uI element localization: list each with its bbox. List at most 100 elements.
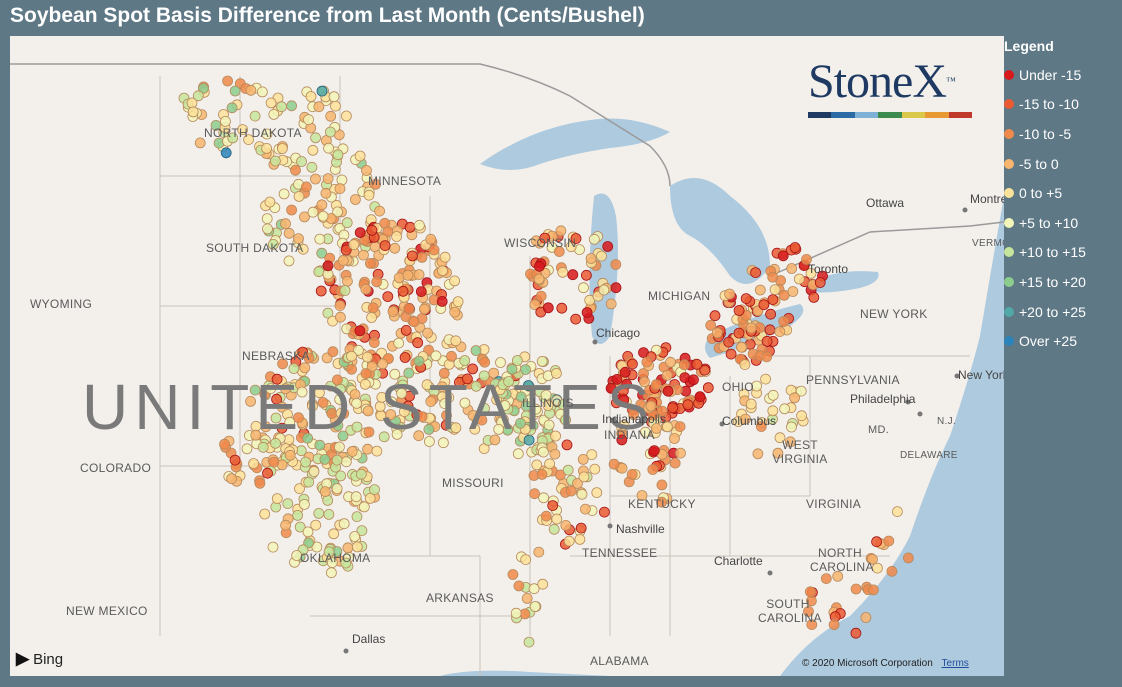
elevator-point[interactable] — [396, 387, 408, 399]
elevator-point[interactable] — [364, 492, 376, 504]
elevator-point[interactable] — [478, 370, 490, 382]
elevator-point[interactable] — [868, 584, 879, 596]
elevator-point[interactable] — [656, 496, 667, 508]
elevator-point[interactable] — [327, 346, 339, 358]
elevator-point[interactable] — [293, 190, 305, 202]
elevator-point[interactable] — [291, 550, 303, 561]
elevator-point[interactable] — [521, 593, 533, 604]
elevator-point[interactable] — [669, 457, 681, 469]
elevator-point[interactable] — [402, 269, 414, 281]
elevator-point[interactable] — [241, 443, 253, 455]
elevator-point[interactable] — [425, 396, 437, 407]
elevator-point[interactable] — [332, 149, 344, 161]
elevator-point[interactable] — [574, 533, 586, 545]
elevator-point[interactable] — [669, 433, 680, 444]
elevator-point[interactable] — [356, 525, 368, 537]
elevator-point[interactable] — [261, 213, 273, 225]
elevator-point[interactable] — [290, 164, 301, 176]
elevator-point[interactable] — [340, 110, 352, 122]
elevator-point[interactable] — [408, 316, 420, 328]
elevator-point[interactable] — [560, 519, 572, 531]
elevator-point[interactable] — [322, 260, 334, 272]
elevator-point[interactable] — [553, 246, 565, 258]
elevator-point[interactable] — [641, 356, 653, 368]
elevator-point[interactable] — [316, 199, 328, 211]
elevator-point[interactable] — [325, 380, 337, 392]
elevator-point[interactable] — [360, 283, 372, 295]
elevator-point[interactable] — [352, 344, 364, 356]
elevator-point[interactable] — [551, 513, 563, 525]
elevator-point[interactable] — [533, 546, 545, 558]
elevator-point[interactable] — [335, 470, 347, 482]
elevator-point[interactable] — [530, 403, 542, 415]
elevator-point[interactable] — [308, 466, 320, 477]
elevator-point[interactable] — [656, 479, 668, 491]
elevator-point[interactable] — [276, 422, 288, 434]
elevator-point[interactable] — [591, 487, 603, 499]
elevator-point[interactable] — [548, 523, 560, 535]
elevator-point[interactable] — [528, 583, 540, 595]
elevator-point[interactable] — [337, 430, 349, 442]
elevator-point[interactable] — [745, 398, 757, 410]
elevator-point[interactable] — [467, 363, 479, 375]
elevator-point[interactable] — [296, 156, 307, 167]
elevator-point[interactable] — [581, 269, 592, 281]
elevator-point[interactable] — [354, 227, 366, 239]
elevator-point[interactable] — [758, 299, 770, 311]
legend-item[interactable]: 0 to +5 — [1004, 178, 1122, 208]
elevator-point[interactable] — [284, 416, 296, 428]
elevator-point[interactable] — [331, 454, 343, 466]
elevator-point[interactable] — [520, 554, 532, 565]
elevator-point[interactable] — [367, 302, 379, 314]
elevator-point[interactable] — [754, 284, 766, 296]
elevator-point[interactable] — [576, 488, 588, 500]
elevator-point[interactable] — [493, 423, 505, 435]
elevator-point[interactable] — [310, 519, 322, 531]
elevator-point[interactable] — [389, 242, 401, 254]
elevator-point[interactable] — [561, 439, 573, 451]
elevator-point[interactable] — [804, 586, 816, 598]
elevator-point[interactable] — [694, 391, 706, 403]
elevator-point[interactable] — [299, 362, 311, 374]
elevator-point[interactable] — [892, 506, 903, 518]
elevator-point[interactable] — [760, 373, 771, 385]
elevator-point[interactable] — [801, 253, 812, 265]
elevator-point[interactable] — [416, 411, 428, 423]
elevator-point[interactable] — [598, 284, 610, 296]
elevator-point[interactable] — [750, 267, 761, 279]
elevator-point[interactable] — [387, 306, 399, 317]
elevator-point[interactable] — [903, 552, 914, 564]
elevator-point[interactable] — [254, 477, 266, 489]
elevator-point[interactable] — [280, 383, 291, 395]
elevator-point[interactable] — [515, 417, 526, 429]
elevator-point[interactable] — [229, 85, 241, 97]
elevator-point[interactable] — [662, 385, 674, 397]
elevator-point[interactable] — [269, 155, 281, 167]
elevator-point[interactable] — [413, 430, 425, 442]
elevator-point[interactable] — [542, 302, 554, 314]
elevator-point[interactable] — [323, 546, 335, 558]
elevator-point[interactable] — [283, 227, 295, 239]
elevator-point[interactable] — [310, 132, 322, 144]
elevator-point[interactable] — [378, 431, 390, 443]
elevator-point[interactable] — [270, 437, 281, 449]
elevator-point[interactable] — [271, 393, 283, 405]
legend-item[interactable]: +20 to +25 — [1004, 297, 1122, 327]
elevator-point[interactable] — [886, 565, 898, 577]
legend-item[interactable]: -15 to -10 — [1004, 90, 1122, 120]
elevator-point[interactable] — [371, 276, 383, 288]
elevator-point[interactable] — [293, 412, 304, 424]
elevator-point[interactable] — [346, 446, 358, 457]
elevator-point[interactable] — [423, 423, 435, 435]
elevator-point[interactable] — [520, 400, 532, 412]
elevator-point[interactable] — [320, 187, 332, 199]
elevator-point[interactable] — [350, 491, 362, 503]
elevator-point[interactable] — [529, 299, 541, 311]
elevator-point[interactable] — [324, 126, 336, 138]
elevator-point[interactable] — [699, 364, 711, 376]
elevator-point[interactable] — [752, 448, 764, 460]
elevator-point[interactable] — [745, 322, 757, 334]
elevator-point[interactable] — [602, 241, 614, 252]
terms-link[interactable]: Terms — [941, 658, 969, 669]
elevator-point[interactable] — [379, 240, 391, 252]
